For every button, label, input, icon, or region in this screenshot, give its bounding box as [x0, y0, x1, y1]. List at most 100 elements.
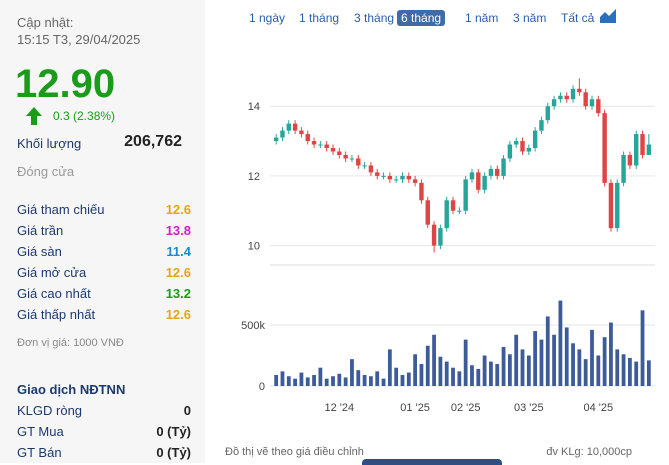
candle-body — [513, 141, 519, 145]
candle-body — [577, 88, 582, 93]
candle-body — [280, 130, 285, 138]
volume-bar — [362, 375, 367, 386]
candle-body — [633, 134, 639, 166]
candle-body — [393, 179, 399, 181]
range-tab[interactable]: Tất cả — [561, 11, 595, 25]
volume-bar — [545, 316, 550, 386]
volume-bar — [337, 373, 342, 386]
quote-panel: Cập nhật: 15:15 T3, 29/04/2025 12.90 0.3… — [0, 0, 205, 463]
volume-bar — [299, 372, 304, 386]
x-tick-label: 01 '25 — [400, 402, 430, 414]
candle-body — [311, 141, 317, 145]
volume-label: Khối lượng — [17, 136, 82, 151]
range-tab[interactable]: 3 năm — [513, 11, 547, 25]
volume-bar — [564, 327, 569, 386]
volume-bar — [375, 371, 380, 386]
volume-bar — [482, 355, 487, 386]
candle-body — [532, 130, 538, 149]
volume-bar — [369, 376, 373, 386]
candle-body — [305, 134, 310, 142]
volume-bar — [331, 376, 335, 386]
volume-bar — [615, 349, 620, 386]
candle-body — [570, 88, 576, 100]
candle-body — [463, 179, 468, 211]
volume-bar — [381, 378, 386, 386]
candle-body — [615, 182, 620, 229]
volume-bar — [489, 361, 493, 386]
volume-bar — [558, 300, 563, 386]
volume-bar — [387, 349, 392, 386]
candle-body — [545, 106, 550, 121]
volume-bar — [350, 359, 354, 386]
candle-body — [520, 141, 525, 152]
range-tab[interactable]: 1 ngày — [249, 11, 286, 25]
candle-body — [324, 144, 329, 149]
candle-body — [343, 154, 348, 159]
unit-note: Đơn vị giá: 1000 VNĐ — [17, 337, 124, 349]
footer-note: Đồ thị vẽ theo giá điều chỉnh — [225, 446, 364, 458]
volume-bar — [627, 357, 632, 386]
scrollbar[interactable] — [362, 459, 502, 465]
stat-value: 11.4 — [166, 244, 191, 259]
range-tab[interactable]: 1 tháng — [299, 11, 340, 25]
candle-body — [425, 200, 430, 225]
volume-bar — [312, 375, 316, 386]
candle-body — [621, 154, 626, 183]
volume-bar — [286, 376, 291, 386]
candle-body — [596, 99, 601, 114]
candle-body — [318, 144, 323, 146]
y-tick-label: 14 — [248, 101, 260, 113]
volume-bar — [451, 367, 455, 386]
candle-body — [381, 175, 386, 177]
candle-body — [526, 148, 532, 152]
stat-label: Giá mở cửa — [17, 265, 87, 280]
stat-label: Giá cao nhất — [17, 286, 91, 301]
volume-bar — [501, 346, 506, 386]
candle-body — [457, 210, 462, 212]
updated-time: 15:15 T3, 29/04/2025 — [17, 32, 141, 47]
volume-bar — [596, 355, 601, 386]
x-tick-label: 02 '25 — [451, 402, 481, 414]
candle-body — [431, 224, 437, 246]
candle-body — [608, 182, 614, 229]
y-tick-label: 12 — [248, 171, 260, 183]
candle-body — [349, 158, 355, 160]
volume-bar — [425, 345, 430, 386]
x-tick-label: 12 '24 — [325, 402, 355, 414]
volume-bar — [318, 367, 323, 386]
candle-body — [330, 148, 336, 152]
stat-value: 12.6 — [165, 202, 191, 217]
candle-body — [602, 113, 607, 183]
candle-body — [507, 144, 513, 159]
volume-bar — [457, 371, 462, 386]
chart-icon[interactable] — [600, 9, 616, 23]
candle-body — [406, 175, 412, 180]
volume-value: 206,762 — [124, 133, 182, 150]
candle-body — [495, 168, 500, 176]
candle-body — [368, 165, 374, 173]
stat-value: 13.2 — [165, 286, 191, 301]
volume-bar — [507, 354, 512, 386]
volume-bar — [533, 331, 538, 386]
range-tab[interactable]: 6 tháng — [397, 10, 446, 26]
stat-value: 12.6 — [165, 307, 191, 322]
volume-bar — [293, 378, 298, 386]
stat-value: 13.8 — [165, 223, 191, 238]
x-tick-label: 04 '25 — [583, 402, 613, 414]
candle-body — [419, 182, 424, 201]
foreign-label: GT Bán — [17, 445, 62, 460]
range-tab[interactable]: 1 năm — [465, 11, 499, 25]
candle-body — [412, 179, 418, 183]
candle-body — [646, 144, 652, 155]
volume-bar — [394, 367, 399, 386]
y2-tick-label: 0 — [259, 381, 265, 393]
range-tab[interactable]: 3 tháng — [354, 11, 395, 25]
candle-body — [482, 175, 487, 190]
volume-bar — [514, 334, 519, 386]
candle-body — [488, 168, 494, 176]
candle-body — [356, 158, 361, 166]
price: 12.90 — [15, 62, 116, 106]
candle-body — [589, 99, 595, 107]
candle-body — [337, 151, 342, 155]
